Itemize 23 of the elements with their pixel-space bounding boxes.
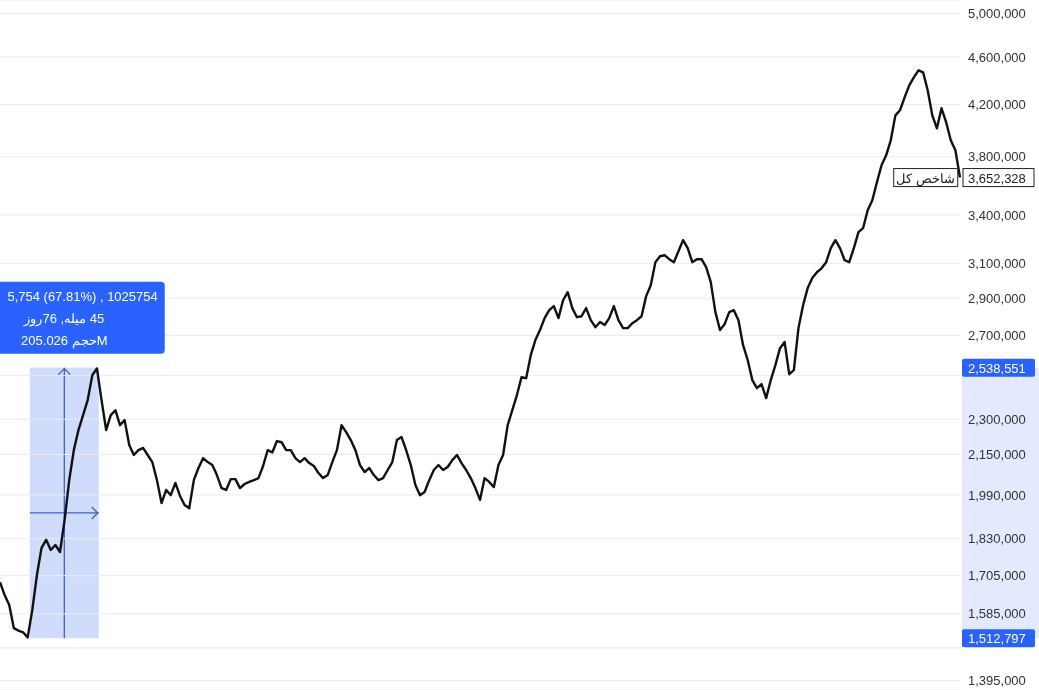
y-tick-label: 2,150,000	[968, 447, 1026, 463]
y-tick-label: 2,300,000	[968, 411, 1026, 427]
series-label: شاخص کل	[896, 170, 956, 187]
text: 3,652,328	[968, 170, 1026, 186]
y-tick-label: 3,400,000	[968, 207, 1026, 223]
y-tick-label: 1,830,000	[968, 531, 1026, 547]
text: 2,538,551	[968, 360, 1026, 376]
y-tick-label: 3,100,000	[968, 255, 1026, 271]
text: 1,512,797	[968, 631, 1026, 647]
y-tick-label: 1,585,000	[968, 606, 1026, 622]
annotation: 205.026 حجمM	[21, 332, 108, 349]
y-tick-label: 2,900,000	[968, 290, 1026, 306]
y-tick-label: 1,705,000	[968, 568, 1026, 584]
line-series	[0, 69, 962, 639]
y-tick-label: 1,990,000	[968, 487, 1026, 503]
annotation: 5,754 (67.81%) , 1025754	[7, 288, 158, 304]
y-tick-label: 5,000,000	[968, 6, 1026, 22]
y-tick-label: 4,200,000	[968, 97, 1026, 113]
y-tick-label: 4,600,000	[968, 49, 1026, 65]
y-tick-label: 2,700,000	[968, 328, 1026, 344]
annotation: 45 میله, 76روز	[23, 310, 105, 327]
y-tick-label: 3,800,000	[968, 149, 1026, 165]
y-tick-label: 1,395,000	[968, 673, 1026, 689]
